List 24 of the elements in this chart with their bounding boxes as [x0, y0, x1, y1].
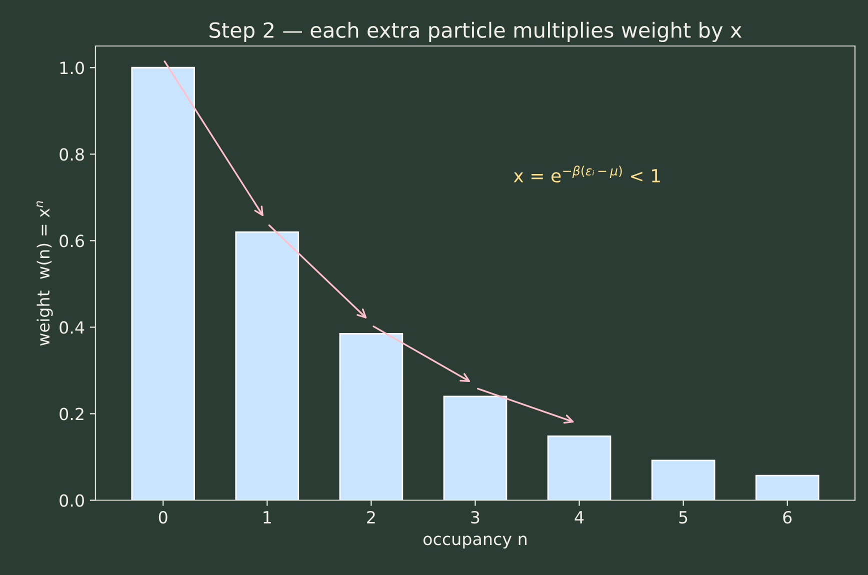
- y-tick-label: 0.0: [60, 494, 84, 507]
- x-tick-label: 3: [471, 510, 480, 524]
- bar: [339, 332, 404, 500]
- x-tick-label: 2: [367, 510, 375, 524]
- x-axis-title: occupancy n: [423, 536, 526, 548]
- y-tick-label: 0.4: [60, 321, 84, 334]
- bar: [131, 66, 196, 500]
- x-tick-label: 0: [158, 510, 168, 524]
- x-tick-label: 6: [783, 510, 792, 524]
- y-tick-label: 0.2: [60, 408, 84, 420]
- x-tick-label: 1: [264, 511, 271, 524]
- annotation: x = e$^{−β(εᵢ−μ)}$ < 1: [514, 166, 660, 183]
- bar: [443, 396, 508, 500]
- y-axis-title: weight w(n) = x$^{n}$: [36, 201, 53, 346]
- chart-title: Step 2 — each extra particle multiplies weight by x: [210, 22, 742, 42]
- y-tick-label: 0.6: [60, 234, 84, 248]
- bar: [547, 436, 612, 500]
- bar: [755, 474, 820, 500]
- bar: [235, 231, 300, 500]
- y-tick-label: 1.0: [60, 62, 84, 74]
- x-tick-label: 4: [574, 511, 584, 524]
- y-tick-label: 0.8: [60, 148, 84, 161]
- bar: [651, 460, 716, 500]
- x-tick-label: 5: [679, 511, 688, 524]
